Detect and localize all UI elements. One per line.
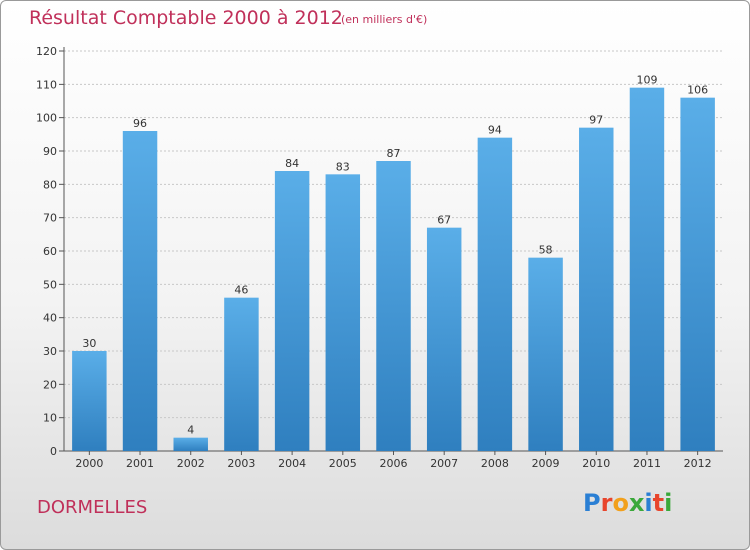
bar bbox=[579, 127, 614, 452]
x-tick-label: 2004 bbox=[278, 457, 306, 470]
data-label: 67 bbox=[437, 214, 451, 227]
bar bbox=[173, 437, 208, 451]
bars bbox=[72, 87, 715, 452]
x-tick-label: 2005 bbox=[329, 457, 357, 470]
data-label: 84 bbox=[285, 157, 299, 170]
y-tick-label: 90 bbox=[43, 145, 57, 158]
bar bbox=[528, 257, 563, 451]
bar bbox=[680, 97, 715, 452]
logo-letter: i bbox=[664, 489, 673, 517]
bar bbox=[376, 161, 411, 451]
y-tick-label: 40 bbox=[43, 312, 57, 325]
chart-subtitle: (en milliers d'€) bbox=[341, 13, 428, 26]
x-tick-label: 2007 bbox=[430, 457, 458, 470]
x-tick-label: 2003 bbox=[227, 457, 255, 470]
y-tick-label: 30 bbox=[43, 345, 57, 358]
bar bbox=[629, 87, 665, 452]
data-label: 58 bbox=[539, 244, 553, 257]
bar bbox=[72, 351, 107, 451]
bar bbox=[274, 171, 310, 451]
logo-letter: P bbox=[583, 489, 601, 517]
x-tick-label: 2000 bbox=[75, 457, 103, 470]
y-tick-label: 60 bbox=[43, 245, 57, 258]
bar bbox=[426, 227, 462, 451]
bar bbox=[122, 131, 158, 451]
logo-letter: r bbox=[600, 489, 613, 517]
commune-name: DORMELLES bbox=[37, 497, 148, 518]
data-label: 30 bbox=[82, 337, 96, 350]
x-tick-label: 2006 bbox=[380, 457, 408, 470]
logo-letter: o bbox=[612, 489, 629, 517]
data-label: 87 bbox=[387, 147, 401, 160]
data-label: 106 bbox=[687, 84, 708, 97]
y-tick-label: 120 bbox=[36, 45, 57, 58]
bar bbox=[325, 174, 361, 452]
y-tick-label: 70 bbox=[43, 212, 57, 225]
x-tick-label: 2011 bbox=[633, 457, 661, 470]
proxiti-logo: Proxiti bbox=[583, 489, 672, 517]
logo-letter: x bbox=[628, 489, 645, 517]
data-label: 46 bbox=[234, 284, 248, 297]
data-label: 96 bbox=[133, 117, 147, 130]
logo-letter: t bbox=[652, 489, 665, 517]
chart-title: Résultat Comptable 2000 à 2012 bbox=[29, 7, 343, 29]
data-label: 83 bbox=[336, 160, 350, 173]
bar bbox=[477, 137, 513, 451]
y-tick-label: 0 bbox=[50, 445, 57, 458]
bar bbox=[224, 297, 259, 451]
data-label: 4 bbox=[187, 424, 194, 437]
y-tick-label: 20 bbox=[43, 378, 57, 391]
x-tick-label: 2009 bbox=[532, 457, 560, 470]
y-tick-label: 100 bbox=[36, 112, 57, 125]
data-labels: 30 96 4 46 84 83 87 67 94 58 97 109 106 bbox=[82, 74, 708, 437]
x-tick-label: 2010 bbox=[582, 457, 610, 470]
logo-letter: i bbox=[644, 489, 653, 517]
x-tick-label: 2008 bbox=[481, 457, 509, 470]
data-label: 97 bbox=[589, 114, 603, 127]
x-tick-label: 2002 bbox=[177, 457, 205, 470]
x-tick-label: 2012 bbox=[684, 457, 712, 470]
x-tick-label: 2001 bbox=[126, 457, 154, 470]
data-label: 94 bbox=[488, 124, 502, 137]
y-tick-label: 50 bbox=[43, 278, 57, 291]
axes: 0 10 20 30 40 50 60 70 80 90 100 110 120 2000 2001 2002… bbox=[36, 45, 723, 470]
y-tick-label: 80 bbox=[43, 178, 57, 191]
y-tick-label: 110 bbox=[36, 78, 57, 91]
y-tick-label: 10 bbox=[43, 412, 57, 425]
data-label: 109 bbox=[636, 74, 657, 87]
